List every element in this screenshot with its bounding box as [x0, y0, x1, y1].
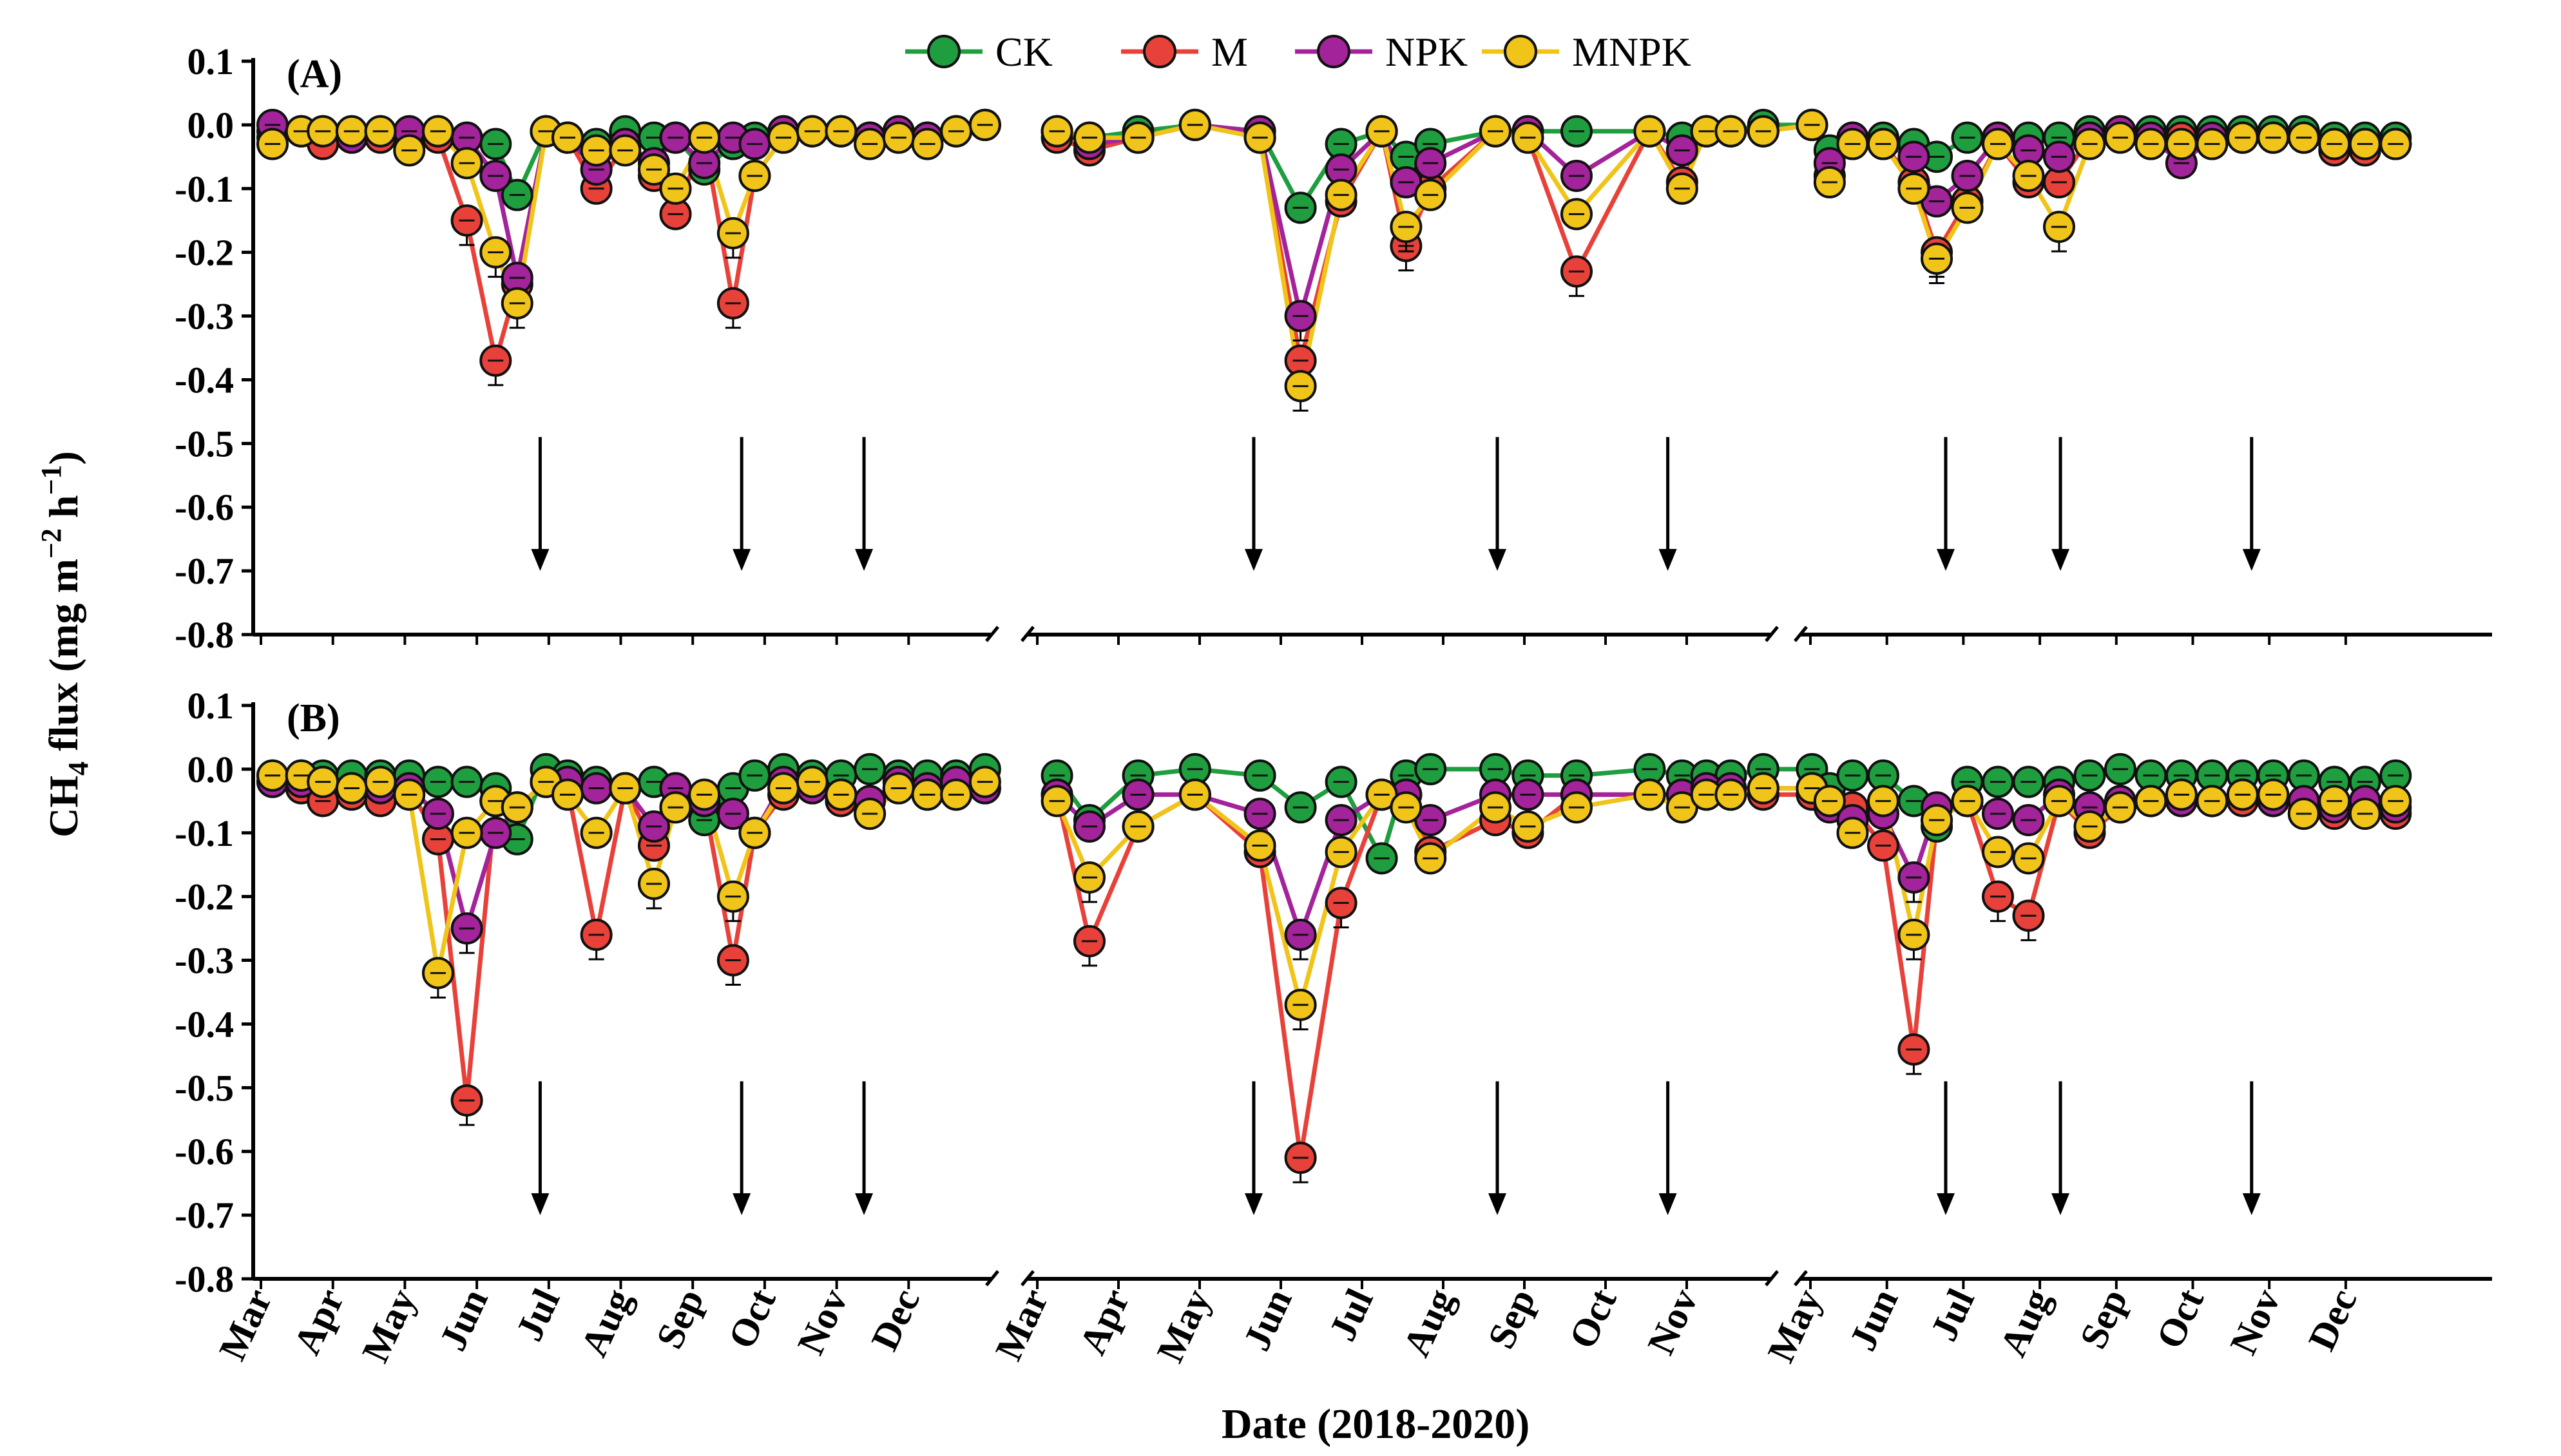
legend: CK M NPK MNPK [905, 29, 1691, 75]
y-tick-label: -0.2 [175, 876, 234, 918]
axis-break-mark [1765, 626, 1779, 642]
fertilization-arrowhead [733, 549, 751, 571]
y-tick-label: -0.7 [175, 1194, 234, 1236]
fertilization-arrowhead [2051, 549, 2070, 571]
fertilization-arrowhead [2242, 1193, 2261, 1216]
fertilization-arrowhead [1658, 1193, 1677, 1216]
panel-0: 0.1 0.0 -0.1 -0.2 -0.3 -0.4 -0.5 -0.6 -0.7 -0.8 (A… [175, 41, 2492, 656]
y-tick-label: -0.1 [175, 168, 234, 210]
fertilization-arrowhead [1658, 549, 1677, 571]
legend-marker-M [1143, 35, 1176, 68]
axis-break-mark [1765, 1270, 1779, 1287]
y-tick-label: -0.3 [175, 296, 234, 338]
legend-marker-MNPK [1504, 35, 1537, 68]
fertilization-arrowhead [855, 1193, 874, 1216]
y-tick-label: -0.8 [175, 614, 234, 656]
y-tick-label: -0.1 [175, 812, 234, 854]
y-axis-title: CH4 flux (mg m−2 h−1) [35, 451, 94, 838]
axis-break-mark [1794, 626, 1808, 642]
fertilization-arrowhead [2242, 549, 2261, 571]
x-axis-title: Date (2018-2020) [1222, 1401, 1530, 1448]
legend-label-MNPK: MNPK [1572, 29, 1691, 75]
y-tick-label: -0.3 [175, 940, 234, 982]
axis-break-mark [1021, 1270, 1035, 1287]
legend-label-NPK: NPK [1385, 29, 1468, 75]
fertilization-arrowhead [1937, 1193, 1955, 1216]
fertilization-arrowhead [1488, 549, 1506, 571]
fertilization-arrowhead [2051, 1193, 2070, 1216]
y-tick-label: -0.7 [175, 550, 234, 592]
legend-label-CK: CK [995, 29, 1053, 75]
legend-marker-CK [927, 35, 961, 68]
y-tick-label: -0.2 [175, 232, 234, 274]
y-tick-label: 0.0 [187, 104, 235, 146]
fertilization-arrowhead [855, 549, 874, 571]
axis-break-mark [985, 1270, 999, 1287]
legend-label-M: M [1211, 29, 1248, 75]
y-tick-label: -0.6 [175, 486, 234, 528]
y-tick-label: 0.0 [187, 749, 235, 790]
y-tick-label: -0.5 [175, 423, 234, 465]
panel-label: (A) [287, 52, 342, 96]
y-tick-label: 0.1 [187, 41, 235, 82]
legend-marker-NPK [1317, 35, 1350, 68]
axis-break-mark [985, 626, 999, 642]
fertilization-arrowhead [1937, 549, 1955, 571]
y-tick-label: -0.6 [175, 1131, 234, 1173]
fertilization-arrowhead [1245, 1193, 1263, 1216]
fertilization-arrowhead [1488, 1193, 1506, 1216]
panel-label: (B) [287, 696, 340, 740]
series-markers [256, 752, 2412, 1183]
y-tick-label: -0.5 [175, 1067, 234, 1109]
series-markers [256, 108, 2412, 412]
fertilization-arrowhead [531, 549, 550, 571]
fertilization-arrowhead [531, 1193, 550, 1216]
y-tick-label: -0.8 [175, 1258, 234, 1300]
fertilization-arrowhead [733, 1193, 751, 1216]
axis-break-mark [1794, 1270, 1808, 1287]
axis-break-mark [1021, 626, 1035, 642]
y-tick-label: -0.4 [175, 1003, 234, 1045]
y-tick-label: -0.4 [175, 359, 234, 401]
y-tick-label: 0.1 [187, 685, 235, 727]
fertilization-arrowhead [1245, 549, 1263, 571]
